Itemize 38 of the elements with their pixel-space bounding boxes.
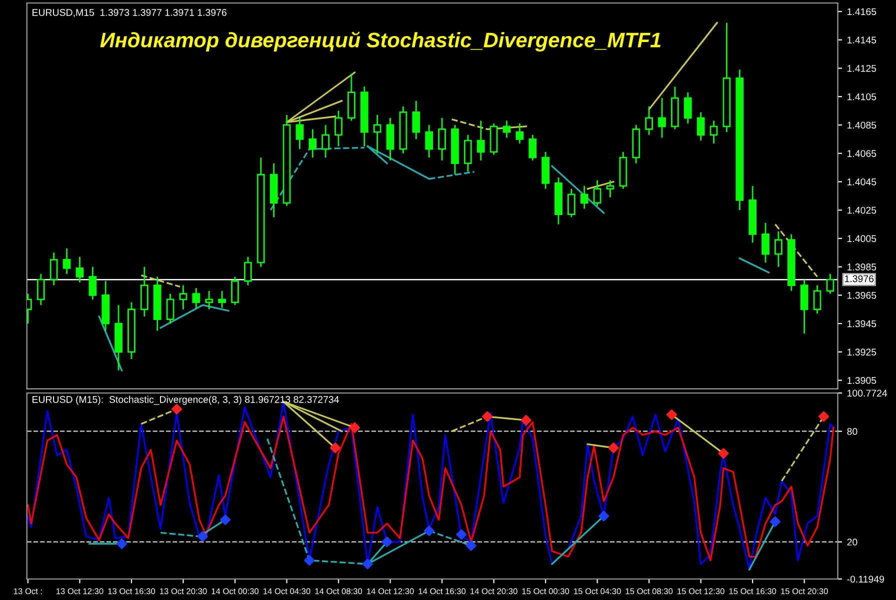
x-tick-label: 15 Oct 20:30 [781,588,828,594]
y-tick-label: 1.3905 [848,377,876,384]
y-tick-label: 1.4145 [848,36,876,44]
x-tick-label: 14 Oct 16:30 [418,588,466,594]
x-tick-label: 15 Oct 16:30 [729,588,776,594]
y-tick-label: 1.4105 [848,93,876,100]
y-tick-label: 1.4025 [848,206,876,214]
y-tick-label: 1.4125 [848,64,876,72]
y-tick-label: 1.4165 [848,8,876,16]
x-tick-label: 13 Oct 20:30 [160,588,207,594]
x-tick-label: 15 Oct 04:30 [574,588,621,594]
x-tick-label: 14 Oct 08:30 [315,588,362,594]
y-tick-label: 1.4005 [848,235,876,242]
annotation: Индикатор дивергенций Stochastic_Divergence_MTF1 [100,32,660,52]
x-tick-label: 13 Oct 16:30 [108,588,156,594]
x-tick-label: 14 Oct 00:30 [212,588,259,594]
x-tick-label: 15 Oct 08:30 [626,588,673,594]
chart-title: EURUSD (M15): Stochastic_Divergence(8, 3, 3) 81.967213 82.372734 [32,396,339,405]
y-tick-label: 1.3985 [848,264,876,270]
ref-line-label: 1.3976 [844,275,874,282]
y-tick-label: 1.3925 [848,348,876,356]
y-tick-label: 20 [847,538,858,546]
x-tick-label: 15 Oct 00:30 [522,588,570,594]
x-tick-label: 14 Oct 20:30 [470,588,518,594]
y-tick-label: 100.7724 [848,390,888,397]
x-tick-label: 13 Oct 12:30 [56,588,104,594]
y-tick-label: 1.3945 [848,320,876,328]
text: EURUSD,M15 1.3973 1.3977 1.3971 1.3976 [32,9,226,18]
y-tick-label: 1.4065 [848,150,876,157]
y-tick-label: -0.11949 [847,576,884,583]
x-tick-label: 15 Oct 12:30 [678,588,724,594]
y-tick-label: 80 [847,428,858,435]
y-tick-label: 1.4085 [848,122,876,129]
x-tick-label: 13 Oct : [14,588,42,594]
y-tick-label: 1.4045 [848,178,876,186]
x-tick-label: 14 Oct 04:30 [264,588,310,594]
y-tick-label: 1.3965 [848,292,876,299]
x-tick-label: 14 Oct 12:30 [367,588,414,594]
